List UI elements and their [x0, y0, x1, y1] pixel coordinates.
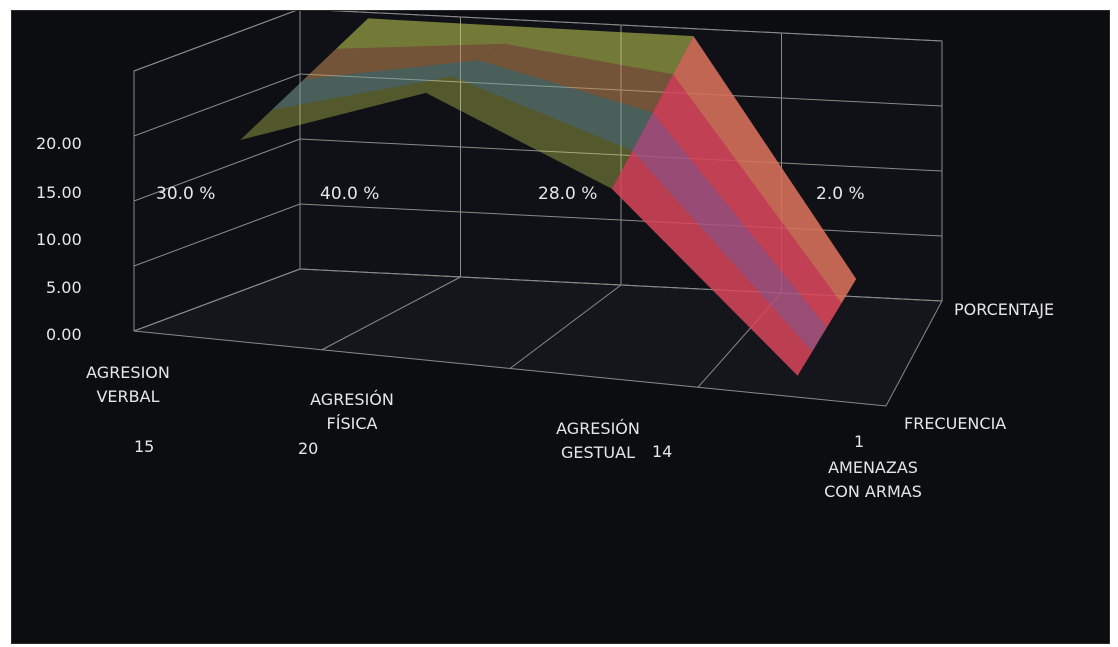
gridline: [133, 268, 301, 332]
surface-band: [452, 60, 653, 151]
surface-patch: [426, 27, 694, 189]
chart-surface: [240, 18, 857, 376]
surface-patch: [240, 18, 531, 140]
category-label: AMENAZAS CON ARMAS: [824, 458, 922, 501]
y-tick-label: 10.00: [36, 230, 82, 249]
data-label-frequency: 1: [854, 432, 865, 451]
surface-band: [504, 27, 694, 75]
y-tick-label: 5.00: [46, 278, 82, 297]
surface-band: [673, 36, 857, 304]
gridline: [133, 138, 301, 202]
chart-frame: 20.00 15.00 10.00 5.00 0.00 30.0 % 40.0 …: [11, 10, 1110, 644]
category-divider: [321, 276, 461, 351]
gridline: [133, 73, 301, 137]
data-label-percent: 28.0 %: [538, 184, 598, 204]
category-label: AGRESION VERBAL: [86, 363, 170, 406]
gridline: [133, 11, 297, 72]
surface-band: [272, 60, 479, 110]
series-label: PORCENTAJE: [954, 300, 1055, 319]
y-tick-label: 0.00: [46, 325, 82, 344]
y-tick-label: 20.00: [36, 134, 82, 153]
surface-band: [336, 18, 531, 49]
surface-band: [304, 43, 505, 80]
data-label-percent: 30.0 %: [156, 184, 216, 204]
data-label-frequency: 20: [298, 439, 319, 458]
data-label-percent: 40.0 %: [320, 184, 380, 204]
category-divider: [509, 284, 622, 369]
series-label: FRECUENCIA: [904, 414, 1007, 433]
surface-band: [652, 74, 842, 328]
chart-grid: [133, 11, 943, 407]
data-label-percent: 2.0 %: [816, 184, 865, 204]
surface-patch: [611, 36, 857, 376]
gridline: [133, 203, 301, 267]
surface-band: [632, 112, 827, 352]
surface-chart: [133, 11, 943, 407]
surface-band: [478, 43, 673, 113]
data-label-frequency: 15: [134, 437, 155, 456]
y-tick-label: 15.00: [36, 183, 82, 202]
category-label: AGRESIÓN FÍSICA: [310, 390, 394, 433]
data-label-frequency: 14: [652, 442, 673, 461]
category-label: AGRESIÓN GESTUAL: [556, 419, 640, 462]
